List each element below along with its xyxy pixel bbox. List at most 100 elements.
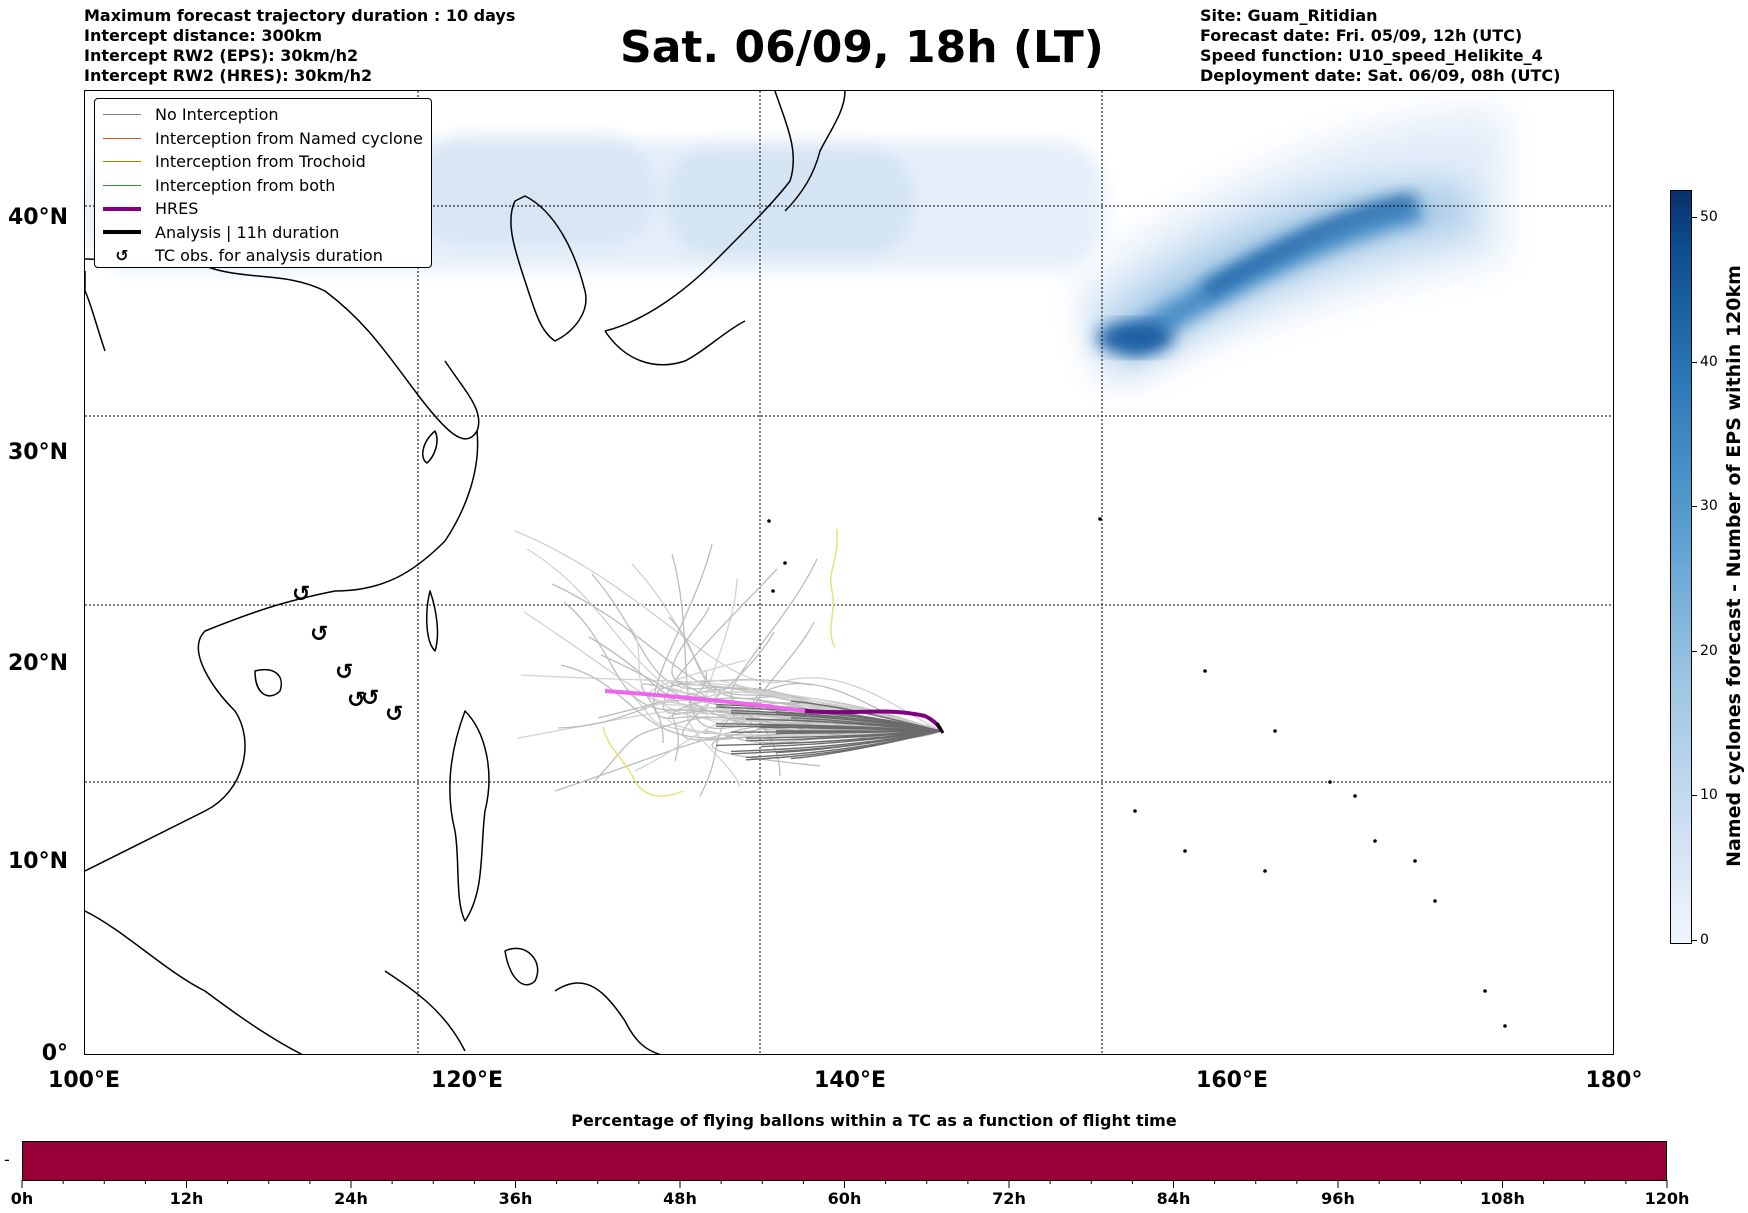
lat-label-30: 30°N — [8, 440, 69, 465]
lon-label-120: 120°E — [431, 1068, 503, 1093]
island-dot — [1273, 729, 1277, 733]
trajectory-near-site — [730, 730, 942, 753]
info-rw2-eps: Intercept RW2 (EPS): 30km/h2 — [84, 46, 359, 65]
colorbar-tick: 20 — [1691, 643, 1718, 659]
flight-time-label: 60h — [827, 1189, 862, 1208]
flight-time-label: 12h — [169, 1189, 204, 1208]
density-patch-japan — [665, 146, 915, 256]
tc-obs-marker: ↺ — [385, 702, 403, 727]
lat-label-0: 0° — [41, 1041, 68, 1066]
legend: No Interception Interception from Named … — [94, 98, 432, 268]
legend-item-trochoid: Interception from Trochoid — [103, 150, 423, 174]
island-dot — [767, 519, 771, 523]
info-site: Site: Guam_Ritidian — [1200, 6, 1378, 25]
island-dot — [1373, 839, 1377, 843]
colorbar-tick: 10 — [1691, 787, 1718, 803]
island-dot — [1203, 669, 1207, 673]
ensemble-trajectory — [653, 543, 942, 736]
legend-swatch — [103, 230, 141, 235]
legend-item-tc-obs: ↺ TC obs. for analysis duration — [103, 244, 423, 268]
colorbar-tick: 30 — [1691, 498, 1718, 514]
island-dot — [1353, 794, 1357, 798]
cyclone-density-core — [1075, 111, 1505, 391]
flight-time-label: 24h — [334, 1189, 368, 1208]
island-dot — [1413, 859, 1417, 863]
analysis-track — [935, 722, 945, 734]
island-dot — [1098, 517, 1102, 521]
flight-time-label: 108h — [1480, 1189, 1525, 1208]
trajectory-near-site — [730, 709, 942, 732]
coastline-segment — [425, 590, 439, 652]
trochoid-track-west — [602, 726, 684, 797]
legend-swatch — [103, 206, 141, 211]
legend-item-no-interception: No Interception — [103, 103, 423, 127]
tc-obs-marker: ↺ — [292, 582, 310, 607]
colorbar-tick: 50 — [1691, 209, 1718, 225]
ensemble-trajectory — [686, 691, 942, 787]
lon-label-100: 100°E — [48, 1068, 120, 1093]
legend-swatch — [103, 161, 141, 163]
trajectory-near-site — [715, 723, 942, 732]
trajectory-near-site — [745, 730, 942, 759]
flight-time-label: 84h — [1156, 1189, 1191, 1208]
island-dot — [1183, 849, 1187, 853]
tc-obs-marker: ↺ — [347, 688, 365, 713]
coastline-segment — [510, 195, 587, 342]
info-forecast-date: Forecast date: Fri. 05/09, 12h (UTC) — [1200, 26, 1523, 45]
legend-swatch — [103, 184, 141, 186]
density-inner — [1115, 201, 1425, 356]
island-dot — [1433, 899, 1437, 903]
flight-time-label: 72h — [992, 1189, 1026, 1208]
flight-time-label: 36h — [498, 1189, 533, 1208]
trajectory-near-site — [790, 717, 942, 732]
legend-item-named-cyclone: Interception from Named cyclone — [103, 127, 423, 151]
colorbar-tick: 0 — [1691, 932, 1709, 948]
flight-time-label: 48h — [663, 1189, 697, 1208]
coastline-segment — [422, 430, 438, 464]
coastline-segment — [504, 947, 539, 986]
legend-item-both: Interception from both — [103, 174, 423, 198]
lon-label-160: 160°E — [1196, 1068, 1268, 1093]
tc-observations: ↺ ↺ ↺ ↺ ↺ ↺ — [292, 582, 403, 727]
coastline-segment — [604, 91, 794, 332]
legend-item-hres: HRES — [103, 197, 423, 221]
coastline-segment — [604, 320, 746, 366]
island-dot — [771, 589, 775, 593]
coastline-segment — [85, 910, 303, 1054]
run-info-right: Site: Guam_Ritidian Forecast date: Fri. … — [1200, 6, 1560, 86]
tc-obs-marker: ↺ — [335, 660, 353, 685]
trajectory-near-site — [745, 730, 942, 739]
lat-label-10: 10°N — [8, 849, 69, 874]
coastline-segment — [384, 970, 466, 1052]
island-dot — [1263, 869, 1267, 873]
lon-label-180: 180° — [1585, 1068, 1643, 1093]
legend-label: No Interception — [155, 105, 279, 125]
ensemble-trajectories — [514, 530, 942, 797]
flight-time-label: 120h — [1644, 1189, 1690, 1208]
info-rw2-hres: Intercept RW2 (HRES): 30km/h2 — [84, 66, 373, 85]
legend-label: HRES — [155, 199, 199, 219]
lat-label-20: 20°N — [8, 651, 69, 676]
coastline-segment — [85, 256, 480, 440]
legend-label: TC obs. for analysis duration — [155, 246, 383, 266]
density-ridge — [1201, 194, 1416, 298]
tc-obs-marker: ↺ — [310, 622, 328, 647]
flight-time-label: 96h — [1321, 1189, 1355, 1208]
colorbar — [1670, 190, 1692, 944]
legend-label: Interception from both — [155, 175, 336, 195]
lat-label-40: 40°N — [8, 205, 69, 230]
coastline-segment — [254, 669, 282, 697]
ensemble-trajectory — [526, 548, 942, 732]
island-dot — [783, 561, 787, 565]
info-deployment-date: Deployment date: Sat. 06/09, 08h (UTC) — [1200, 66, 1561, 85]
density-patch-korea — [415, 136, 655, 246]
flight-time-title: Percentage of flying ballons within a TC… — [571, 1111, 1177, 1130]
info-distance: Intercept distance: 300km — [84, 26, 323, 45]
colorbar-tick: 40 — [1691, 354, 1718, 370]
legend-swatch — [103, 114, 141, 116]
coastline-segment — [784, 91, 846, 212]
island-dot — [1133, 809, 1137, 813]
hres-track-far — [604, 689, 806, 713]
tc-obs-marker: ↺ — [361, 686, 379, 711]
legend-label: Analysis | 11h duration — [155, 222, 340, 242]
